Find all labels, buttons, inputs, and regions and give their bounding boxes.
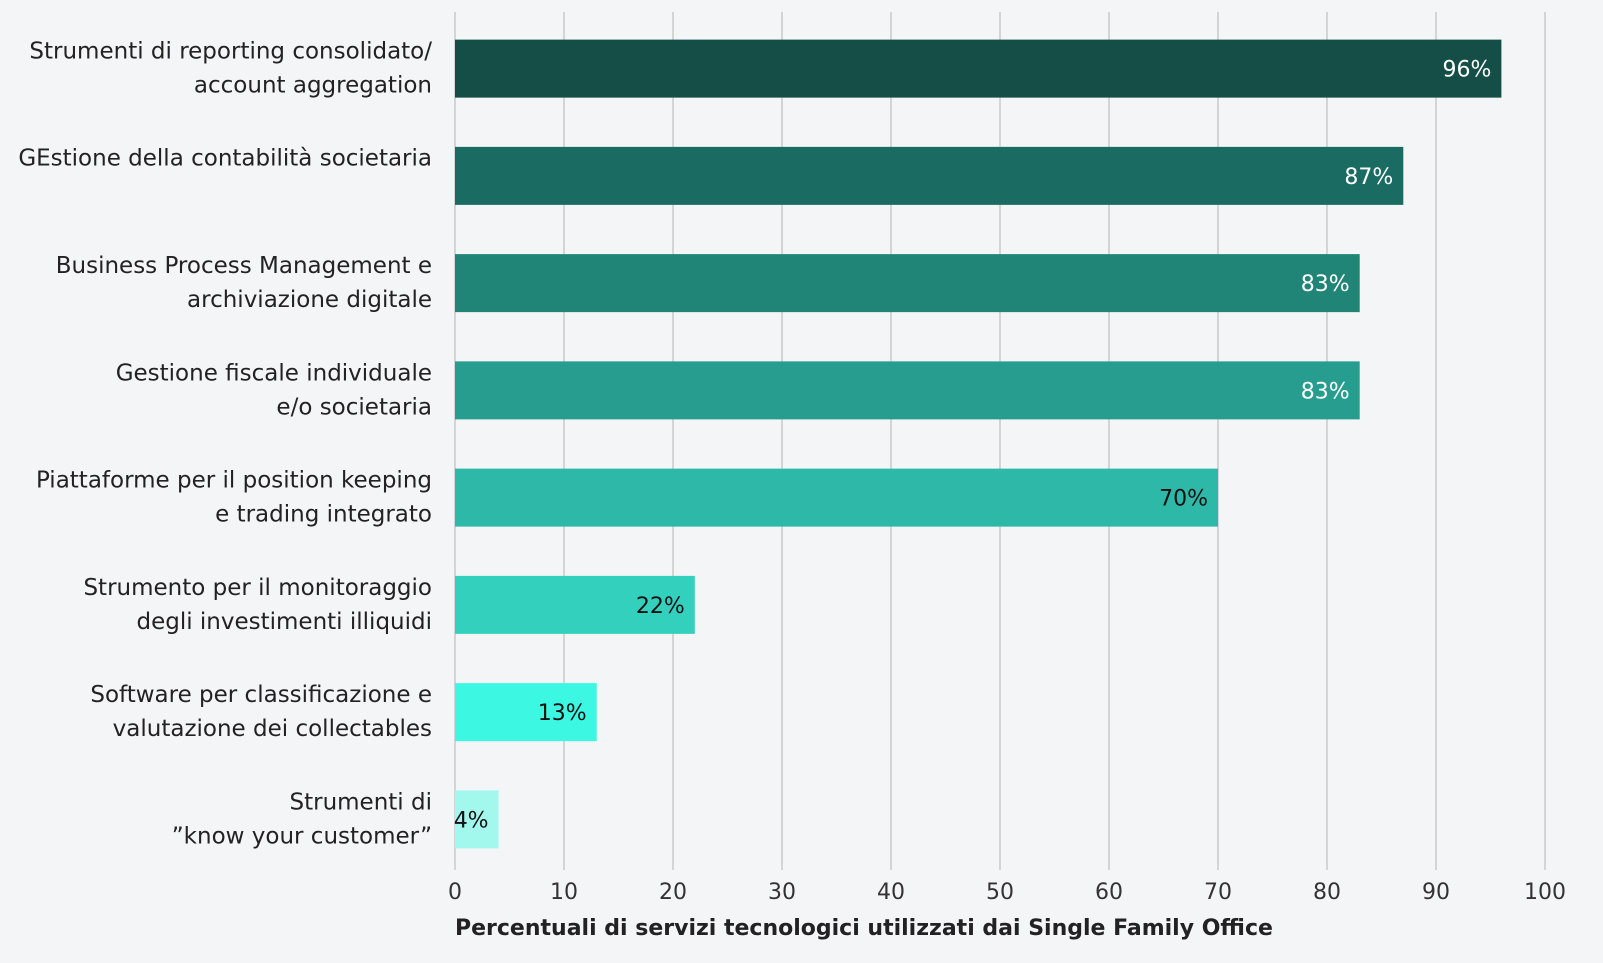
- value-label: 13%: [538, 701, 587, 726]
- bar: [455, 254, 1360, 313]
- value-label: 70%: [1159, 487, 1208, 512]
- x-tick-label: 90: [1422, 880, 1450, 905]
- x-tick-label: 0: [448, 880, 462, 905]
- value-label: 96%: [1442, 58, 1491, 83]
- y-tick-label: Strumenti di reporting consolidato/accou…: [29, 38, 432, 98]
- x-tick-label: 100: [1524, 880, 1566, 905]
- bar: [455, 575, 695, 634]
- value-label: 87%: [1344, 165, 1393, 190]
- bar: [455, 790, 499, 849]
- x-tick-label: 30: [768, 880, 796, 905]
- x-tick-label: 40: [877, 880, 905, 905]
- x-tick-label: 20: [659, 880, 687, 905]
- x-tick-label: 70: [1204, 880, 1232, 905]
- bar: [455, 146, 1404, 205]
- y-tick-label: Strumenti di ”know your customer”: [172, 789, 432, 849]
- value-label: 4%: [454, 808, 489, 833]
- y-tick-label: GEstione della contabilità societaria: [18, 145, 432, 171]
- x-axis-title: Percentuali di servizi tecnologici utili…: [455, 916, 1273, 941]
- y-tick-label: Software per classificazione e valutazion…: [90, 682, 432, 742]
- y-tick-label: Piattaforme per il position keeping e tra…: [36, 467, 432, 527]
- y-tick-label: Gestione fiscale individuale e/o societar…: [116, 360, 432, 420]
- value-label: 83%: [1301, 272, 1350, 297]
- value-label: 83%: [1301, 379, 1350, 404]
- y-tick-label: Business Process Management e archiviazio…: [56, 253, 432, 313]
- bar: [455, 468, 1218, 527]
- x-tick-label: 60: [1095, 880, 1123, 905]
- bar: [455, 683, 597, 742]
- bar: [455, 39, 1502, 98]
- x-tick-label: 50: [986, 880, 1014, 905]
- x-tick-label: 10: [550, 880, 578, 905]
- x-tick-label: 80: [1313, 880, 1341, 905]
- y-tick-label: Strumento per il monitoraggio degli inves…: [83, 574, 432, 634]
- bar: [455, 361, 1360, 420]
- value-label: 22%: [636, 594, 685, 619]
